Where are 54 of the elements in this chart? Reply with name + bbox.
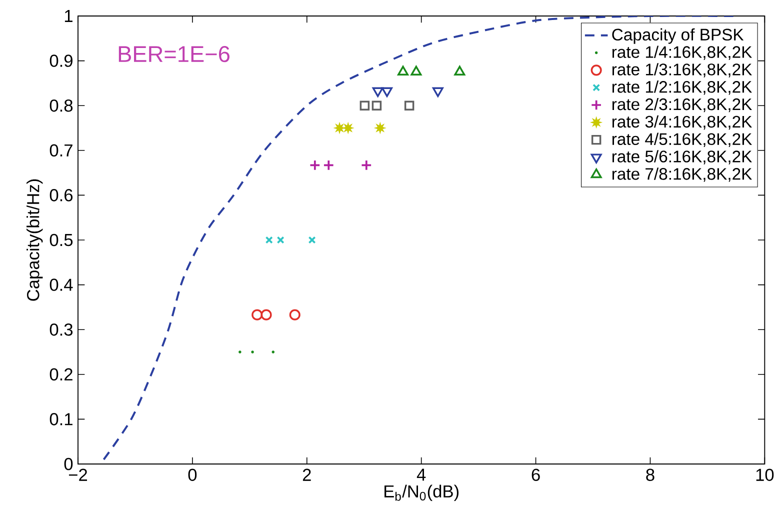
legend-label: rate 1/4:16K,8K,2K xyxy=(612,46,752,60)
legend-label: Capacity of BPSK xyxy=(612,28,744,44)
point xyxy=(334,122,346,134)
y-tick-label: 0.3 xyxy=(50,323,73,336)
point xyxy=(238,350,242,354)
x-tick-label: 4 xyxy=(416,468,426,481)
point xyxy=(342,122,354,134)
point xyxy=(398,66,409,76)
point xyxy=(454,66,466,76)
x-tick-label: −2 xyxy=(68,468,88,481)
point xyxy=(372,87,384,98)
point xyxy=(252,309,263,320)
y-tick-label: 0.2 xyxy=(50,368,72,381)
legend-label: rate 2/3:16K,8K,2K xyxy=(612,98,752,112)
point xyxy=(309,160,321,171)
point xyxy=(382,87,392,98)
point xyxy=(265,236,273,244)
point xyxy=(308,236,316,244)
point xyxy=(360,100,370,110)
legend-label: rate 4/5:16K,8K,2K xyxy=(612,132,752,147)
x-tick-label: 0 xyxy=(188,468,197,481)
point xyxy=(374,122,386,134)
x-tick-label: 2 xyxy=(302,468,311,481)
y-tick-label: 0.1 xyxy=(50,413,72,426)
point xyxy=(410,66,422,76)
legend-label: rate 1/2:16K,8K,2K xyxy=(612,80,752,95)
legend-label: rate 7/8:16K,8K,2K xyxy=(612,168,752,182)
point xyxy=(360,160,372,171)
x-tick-label: 10 xyxy=(756,468,774,481)
y-tick-label: 1 xyxy=(64,10,72,22)
point xyxy=(432,87,444,98)
x-tick-label: 6 xyxy=(532,468,540,481)
y-tick-label: 0 xyxy=(64,458,73,470)
x-axis-title: E$_{b}$/N$_{0}$(dB) xyxy=(384,484,458,501)
y-tick-label: 0.9 xyxy=(50,54,72,67)
y-tick-label: 0.7 xyxy=(50,144,72,157)
y-tick-label: 0.6 xyxy=(50,189,73,202)
legend-label: rate 5/6:16K,8K,2K xyxy=(612,150,752,164)
point xyxy=(272,350,274,354)
point xyxy=(404,100,414,110)
legend-label: rate 1/3:16K,8K,2K xyxy=(612,63,752,78)
y-axis-title: Capacity(bit/Hz) xyxy=(26,179,43,301)
x-tick-label: 8 xyxy=(646,468,654,481)
y-tick-label: 0.5 xyxy=(50,234,73,246)
point xyxy=(260,309,272,320)
point xyxy=(323,160,334,171)
point xyxy=(289,309,300,320)
point xyxy=(372,100,382,110)
legend-label: rate 3/4:16K,8K,2K xyxy=(612,115,752,130)
point xyxy=(276,236,284,244)
annotation: BER=1E−6 xyxy=(118,46,230,62)
y-tick-label: 0.4 xyxy=(50,278,73,291)
y-tick-label: 0.8 xyxy=(50,99,73,112)
point xyxy=(251,350,254,354)
